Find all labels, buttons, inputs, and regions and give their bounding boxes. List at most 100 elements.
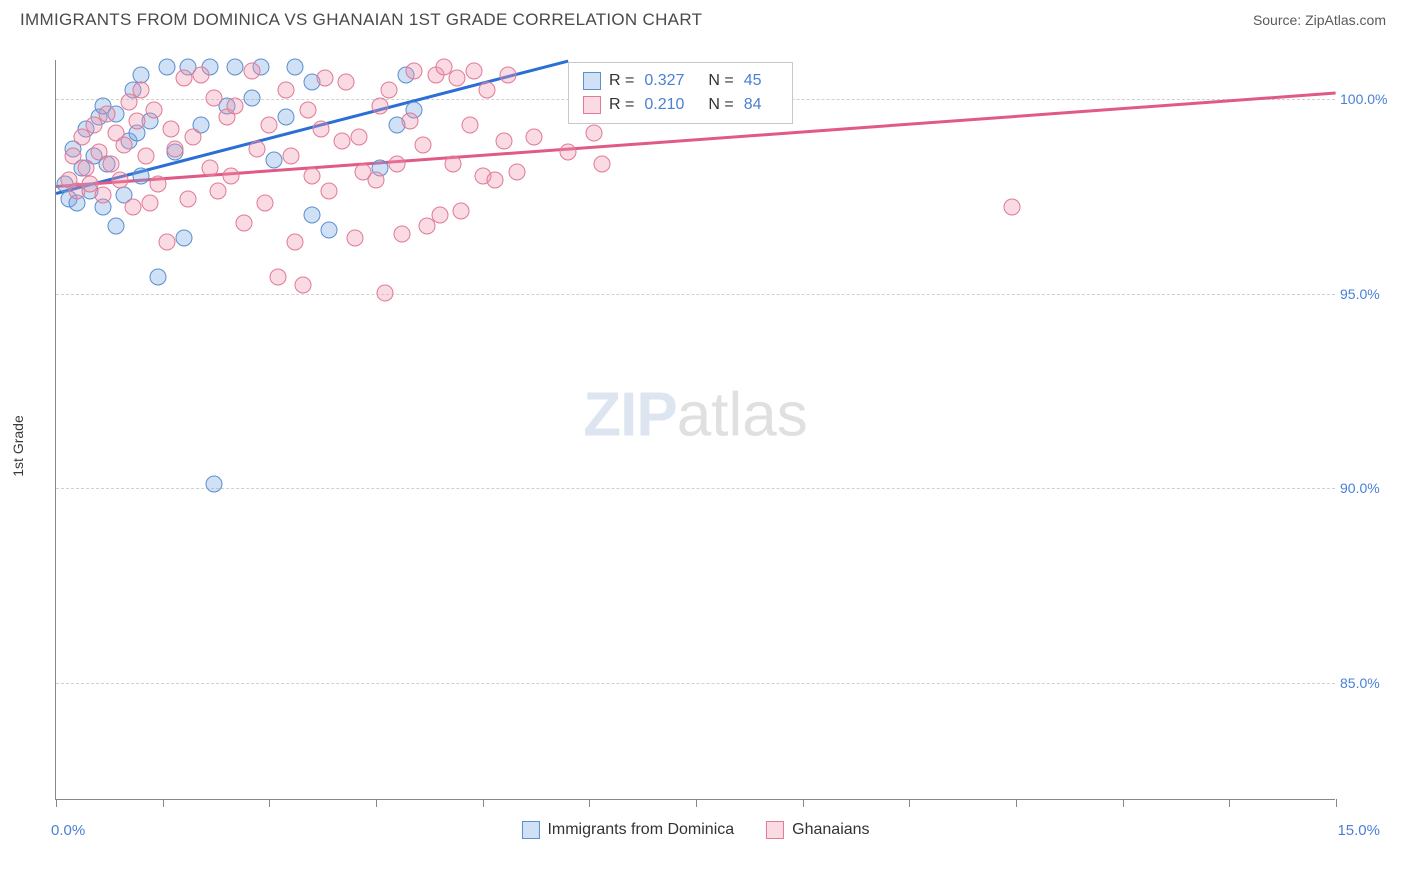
data-point xyxy=(269,269,286,286)
data-point xyxy=(286,58,303,75)
data-point xyxy=(163,121,180,138)
chart-source: Source: ZipAtlas.com xyxy=(1253,12,1386,28)
data-point xyxy=(350,128,367,145)
data-point xyxy=(137,148,154,165)
x-tick xyxy=(1016,799,1017,807)
x-tick xyxy=(909,799,910,807)
data-point xyxy=(376,284,393,301)
series-legend-item: Ghanaians xyxy=(766,821,869,839)
data-point xyxy=(380,82,397,99)
x-tick xyxy=(269,799,270,807)
stat-r-value: 0.327 xyxy=(644,72,684,90)
data-point xyxy=(235,214,252,231)
data-point xyxy=(158,234,175,251)
x-tick xyxy=(1336,799,1337,807)
legend-swatch xyxy=(521,821,539,839)
data-point xyxy=(414,136,431,153)
data-point xyxy=(244,62,261,79)
data-point xyxy=(205,475,222,492)
data-point xyxy=(205,89,222,106)
data-point xyxy=(449,70,466,87)
data-point xyxy=(321,183,338,200)
y-tick-label: 90.0% xyxy=(1340,480,1395,496)
data-point xyxy=(525,128,542,145)
x-tick-label-left: 0.0% xyxy=(51,822,85,839)
stat-r-label: R = xyxy=(609,96,634,114)
gridline xyxy=(56,488,1335,489)
data-point xyxy=(129,113,146,130)
data-point xyxy=(461,117,478,134)
x-tick xyxy=(1123,799,1124,807)
series-legend-item: Immigrants from Dominica xyxy=(521,821,734,839)
stat-n-value: 84 xyxy=(744,96,762,114)
data-point xyxy=(133,82,150,99)
x-tick xyxy=(696,799,697,807)
stat-r-label: R = xyxy=(609,72,634,90)
chart-plot-area: ZIPatlas 85.0%90.0%95.0%100.0%0.0%15.0%R… xyxy=(55,60,1335,800)
data-point xyxy=(453,202,470,219)
data-point xyxy=(444,156,461,173)
data-point xyxy=(103,156,120,173)
data-point xyxy=(158,58,175,75)
series-name: Ghanaians xyxy=(792,821,869,839)
stats-legend: R = 0.327 N = 45 R = 0.210 N = 84 xyxy=(568,62,793,124)
data-point xyxy=(77,160,94,177)
data-point xyxy=(585,125,602,142)
data-point xyxy=(146,101,163,118)
data-point xyxy=(496,132,513,149)
data-point xyxy=(594,156,611,173)
data-point xyxy=(321,222,338,239)
x-tick xyxy=(483,799,484,807)
x-tick xyxy=(56,799,57,807)
x-tick xyxy=(163,799,164,807)
data-point xyxy=(1003,199,1020,216)
data-point xyxy=(94,187,111,204)
legend-swatch xyxy=(766,821,784,839)
data-point xyxy=(368,171,385,188)
data-point xyxy=(278,82,295,99)
data-point xyxy=(244,89,261,106)
data-point xyxy=(304,167,321,184)
data-point xyxy=(286,234,303,251)
data-point xyxy=(508,163,525,180)
stat-n-label: N = xyxy=(708,96,733,114)
stat-n-value: 45 xyxy=(744,72,762,90)
data-point xyxy=(265,152,282,169)
data-point xyxy=(432,206,449,223)
data-point xyxy=(248,140,265,157)
data-point xyxy=(222,167,239,184)
stat-r-value: 0.210 xyxy=(644,96,684,114)
data-point xyxy=(406,62,423,79)
data-point xyxy=(257,195,274,212)
data-point xyxy=(133,66,150,83)
legend-swatch xyxy=(583,72,601,90)
data-point xyxy=(193,66,210,83)
data-point xyxy=(278,109,295,126)
watermark: ZIPatlas xyxy=(583,379,807,450)
stat-n-label: N = xyxy=(708,72,733,90)
data-point xyxy=(487,171,504,188)
data-point xyxy=(167,140,184,157)
y-tick-label: 100.0% xyxy=(1340,91,1395,107)
data-point xyxy=(338,74,355,91)
data-point xyxy=(112,171,129,188)
data-point xyxy=(295,276,312,293)
gridline xyxy=(56,294,1335,295)
data-point xyxy=(466,62,483,79)
stats-legend-row: R = 0.210 N = 84 xyxy=(583,93,778,117)
data-point xyxy=(141,195,158,212)
y-axis-label: 1st Grade xyxy=(10,415,26,476)
data-point xyxy=(107,218,124,235)
legend-swatch xyxy=(583,96,601,114)
watermark-zip: ZIP xyxy=(583,380,676,449)
x-tick xyxy=(803,799,804,807)
x-tick-label-right: 15.0% xyxy=(1337,822,1380,839)
x-tick xyxy=(589,799,590,807)
data-point xyxy=(150,269,167,286)
data-point xyxy=(150,175,167,192)
data-point xyxy=(389,156,406,173)
data-point xyxy=(116,136,133,153)
data-point xyxy=(560,144,577,161)
data-point xyxy=(227,58,244,75)
x-tick xyxy=(376,799,377,807)
